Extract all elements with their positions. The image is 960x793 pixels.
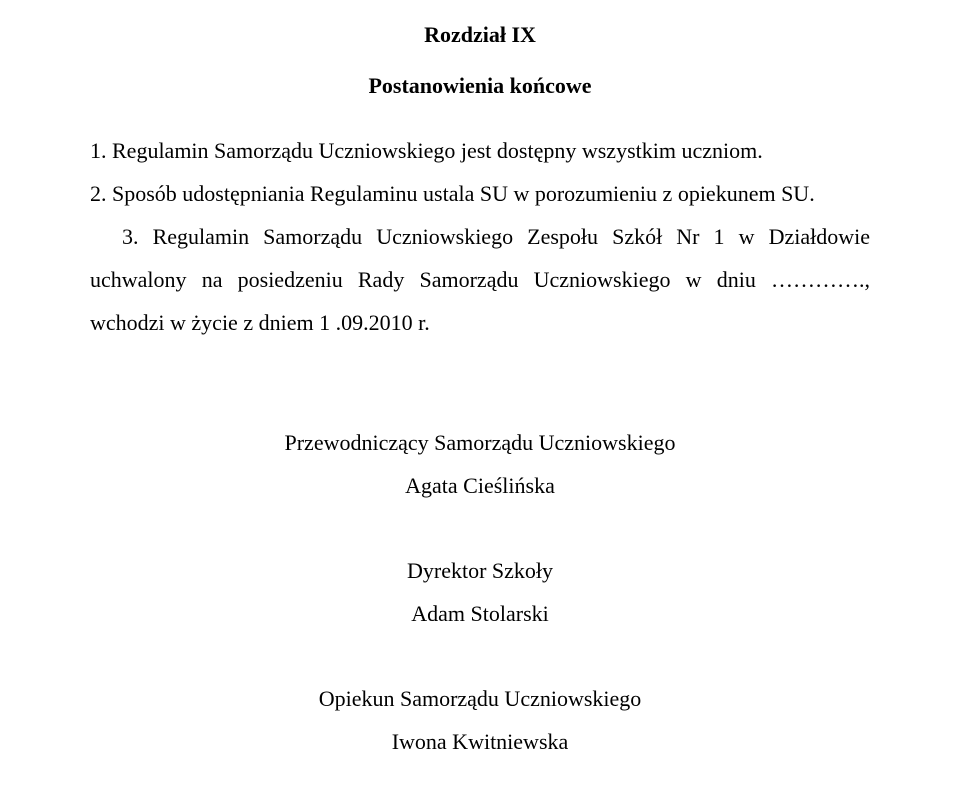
signature-group-president: Przewodniczący Samorządu Uczniowskiego A…	[90, 422, 870, 508]
signature-name-president: Agata Cieślińska	[90, 465, 870, 508]
signature-group-director: Dyrektor Szkoły Adam Stolarski	[90, 550, 870, 636]
signature-role-guardian: Opiekun Samorządu Uczniowskiego	[90, 678, 870, 721]
signature-role-president: Przewodniczący Samorządu Uczniowskiego	[90, 422, 870, 465]
document-page: Rozdział IX Postanowienia końcowe 1. Reg…	[0, 0, 960, 793]
signature-name-guardian: Iwona Kwitniewska	[90, 721, 870, 764]
signature-group-guardian: Opiekun Samorządu Uczniowskiego Iwona Kw…	[90, 678, 870, 764]
signature-name-director: Adam Stolarski	[90, 593, 870, 636]
chapter-subtitle: Postanowienia końcowe	[90, 69, 870, 102]
paragraph-2: 2. Sposób udostępniania Regulaminu ustal…	[90, 173, 870, 216]
signature-role-director: Dyrektor Szkoły	[90, 550, 870, 593]
chapter-title: Rozdział IX	[90, 18, 870, 51]
paragraph-1: 1. Regulamin Samorządu Uczniowskiego jes…	[90, 130, 870, 173]
paragraph-3: 3. Regulamin Samorządu Uczniowskiego Zes…	[90, 216, 870, 345]
signatures-block: Przewodniczący Samorządu Uczniowskiego A…	[90, 422, 870, 763]
